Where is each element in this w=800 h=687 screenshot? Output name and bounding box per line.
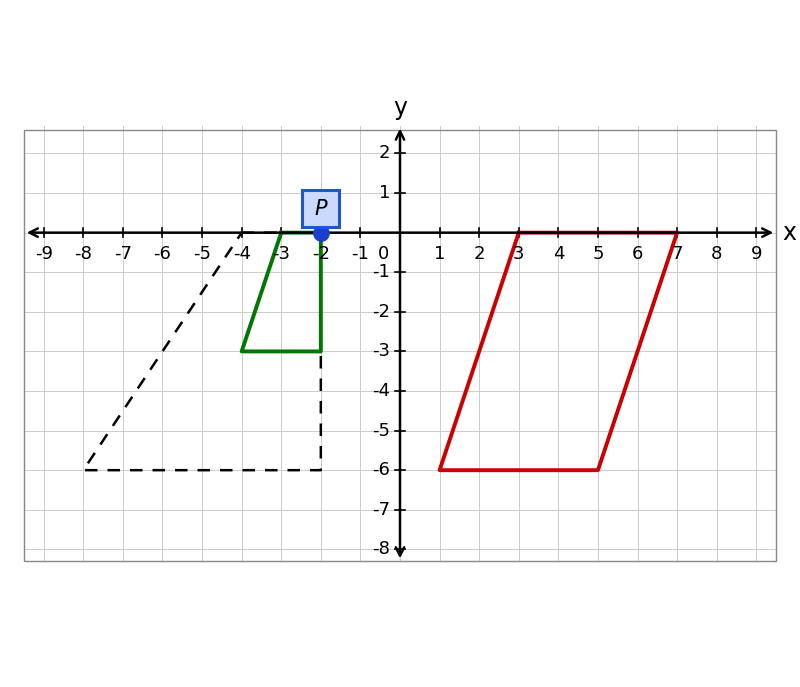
Text: 0: 0	[378, 245, 389, 263]
Text: 2: 2	[474, 245, 485, 263]
Text: -3: -3	[372, 342, 390, 361]
Text: -2: -2	[312, 245, 330, 263]
Text: -3: -3	[272, 245, 290, 263]
Text: 2: 2	[378, 144, 390, 163]
Text: 1: 1	[378, 184, 390, 202]
Text: -6: -6	[372, 461, 390, 479]
Text: 9: 9	[750, 245, 762, 263]
Text: P: P	[314, 199, 327, 218]
Text: -7: -7	[114, 245, 132, 263]
Text: -7: -7	[372, 501, 390, 519]
Text: 5: 5	[592, 245, 604, 263]
Text: x: x	[782, 221, 796, 245]
Text: -1: -1	[372, 263, 390, 281]
Text: -5: -5	[193, 245, 211, 263]
Text: 3: 3	[513, 245, 525, 263]
Text: -4: -4	[233, 245, 250, 263]
Text: -8: -8	[74, 245, 92, 263]
Text: 6: 6	[632, 245, 643, 263]
Text: -8: -8	[372, 541, 390, 559]
Text: y: y	[393, 95, 407, 120]
Text: -6: -6	[154, 245, 171, 263]
Text: 7: 7	[671, 245, 683, 263]
Text: 4: 4	[553, 245, 564, 263]
Text: -4: -4	[372, 382, 390, 400]
FancyBboxPatch shape	[302, 190, 339, 227]
Text: 1: 1	[434, 245, 446, 263]
Text: -5: -5	[372, 422, 390, 440]
Text: -1: -1	[351, 245, 370, 263]
Text: 8: 8	[711, 245, 722, 263]
Text: -9: -9	[34, 245, 53, 263]
Text: -2: -2	[372, 303, 390, 321]
